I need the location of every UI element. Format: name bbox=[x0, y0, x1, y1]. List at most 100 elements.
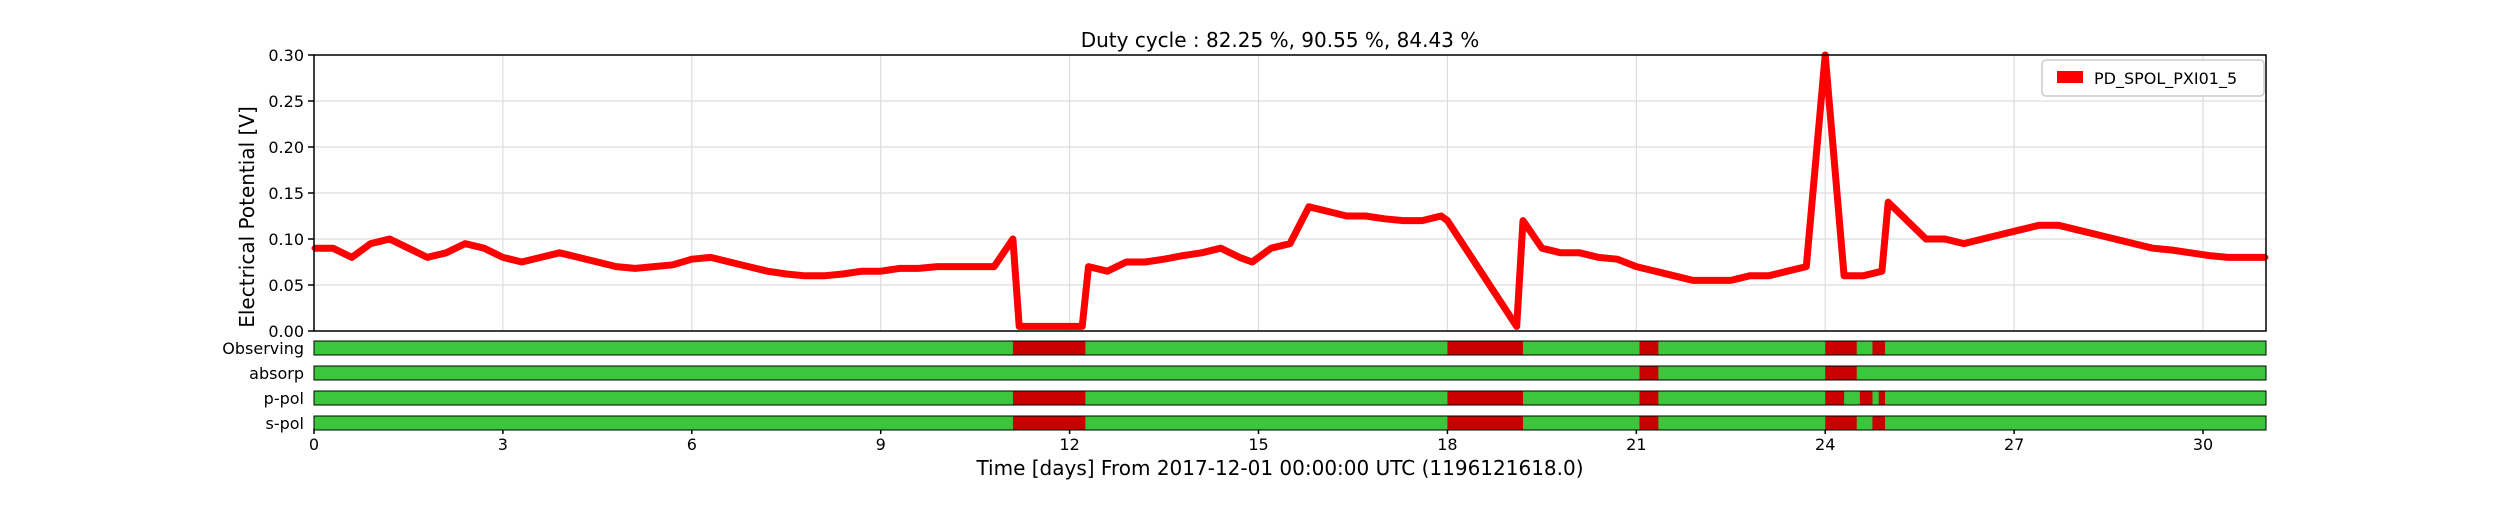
segment-inactive bbox=[1639, 366, 1659, 380]
segment-inactive bbox=[1878, 391, 1886, 405]
data-point bbox=[2036, 222, 2042, 228]
legend-swatch bbox=[2057, 71, 2083, 83]
x-tick-label: 21 bbox=[1626, 435, 1646, 454]
data-point bbox=[1942, 236, 1948, 242]
data-point bbox=[2244, 254, 2250, 260]
data-point bbox=[2112, 236, 2118, 242]
segment-inactive bbox=[1825, 341, 1857, 355]
segment-inactive bbox=[1012, 391, 1086, 405]
data-point bbox=[1980, 236, 1986, 242]
data-point bbox=[1520, 218, 1526, 224]
data-point bbox=[576, 254, 581, 260]
data-point bbox=[953, 264, 959, 270]
data-point bbox=[764, 268, 770, 274]
segment-inactive bbox=[1639, 391, 1659, 405]
data-point bbox=[1614, 256, 1620, 262]
data-point bbox=[1728, 277, 1734, 283]
data-point bbox=[783, 271, 789, 277]
data-point bbox=[1596, 254, 1601, 260]
data-point bbox=[1123, 259, 1129, 265]
data-point bbox=[1344, 213, 1350, 219]
segment-row-active bbox=[314, 416, 2266, 430]
data-point bbox=[934, 264, 940, 270]
data-point bbox=[1161, 256, 1167, 262]
data-point bbox=[1249, 259, 1255, 265]
data-point bbox=[462, 241, 468, 247]
data-point bbox=[1539, 245, 1545, 251]
data-point bbox=[1885, 199, 1891, 205]
segment-inactive bbox=[1639, 416, 1659, 430]
x-tick-label: 15 bbox=[1248, 435, 1268, 454]
segment-row-active bbox=[314, 341, 2266, 355]
data-point bbox=[1709, 277, 1715, 283]
data-point bbox=[2187, 250, 2193, 256]
segment-inactive bbox=[1825, 391, 1845, 405]
data-point bbox=[2225, 254, 2231, 260]
segment-inactive bbox=[1447, 341, 1523, 355]
data-point bbox=[840, 271, 846, 277]
data-point bbox=[1382, 216, 1387, 222]
data-point bbox=[538, 254, 544, 260]
data-point bbox=[613, 264, 619, 270]
tick-labels: 0.00 0.05 0.10 0.15 0.20 0.25 0.30 Observing abs… bbox=[222, 46, 2213, 454]
data-point bbox=[1652, 268, 1658, 274]
legend-box bbox=[2041, 59, 2265, 97]
data-point bbox=[1180, 253, 1186, 259]
x-tick-label: 0 bbox=[309, 435, 319, 454]
data-point bbox=[821, 273, 827, 279]
x-tick-label: 12 bbox=[1059, 435, 1079, 454]
data-point bbox=[1306, 204, 1312, 210]
chart-title: Duty cycle : 82.25 %, 90.55 %, 84.43 % bbox=[1081, 28, 1480, 52]
y-axis-title: Electrical Potential [V] bbox=[235, 106, 259, 328]
legend-label: PD_SPOL_PXI01_5 bbox=[2094, 69, 2237, 89]
data-point bbox=[1086, 264, 1091, 270]
data-point bbox=[1961, 241, 1967, 247]
data-point bbox=[481, 245, 487, 251]
segment-inactive bbox=[1825, 366, 1857, 380]
segment-row-frame bbox=[313, 340, 2267, 356]
x-tick-label: 9 bbox=[876, 435, 886, 454]
data-point bbox=[1237, 254, 1243, 260]
data-point bbox=[1784, 268, 1790, 274]
data-point bbox=[1287, 241, 1293, 247]
segment-inactive bbox=[1639, 341, 1659, 355]
data-point bbox=[2055, 222, 2061, 228]
data-point bbox=[594, 259, 600, 265]
segment-inactive bbox=[1447, 391, 1523, 405]
data-point bbox=[1444, 218, 1450, 224]
data-point bbox=[651, 264, 657, 270]
data-point bbox=[991, 264, 997, 270]
data-point bbox=[557, 250, 563, 256]
segment-inactive bbox=[1012, 416, 1086, 430]
data-point bbox=[1841, 273, 1847, 279]
data-point bbox=[1558, 250, 1564, 256]
segment-row-frame bbox=[313, 415, 2267, 431]
data-point bbox=[1671, 273, 1677, 279]
data-point bbox=[727, 259, 733, 265]
y-tick-label: 0.25 bbox=[268, 92, 304, 111]
data-point bbox=[1766, 273, 1772, 279]
y-tick-label: 0.20 bbox=[268, 138, 304, 157]
data-point bbox=[1904, 218, 1910, 224]
data-point bbox=[406, 245, 411, 251]
data-point bbox=[670, 262, 676, 268]
data-point bbox=[1879, 268, 1885, 274]
segment-row-frame bbox=[313, 390, 2267, 406]
series-layer bbox=[311, 51, 2269, 330]
data-point bbox=[1010, 236, 1016, 242]
data-point bbox=[859, 268, 865, 274]
data-point bbox=[368, 241, 374, 247]
data-point bbox=[1860, 273, 1866, 279]
segment-inactive bbox=[1859, 391, 1873, 405]
segment-inactive bbox=[1872, 341, 1886, 355]
segment-inactive bbox=[1825, 416, 1857, 430]
legend: PD_SPOL_PXI01_5 bbox=[2041, 59, 2265, 97]
data-point bbox=[424, 254, 430, 260]
data-point bbox=[1016, 323, 1022, 329]
data-point bbox=[1268, 245, 1274, 251]
segment-row-label: absorp bbox=[249, 364, 304, 383]
segment-inactive bbox=[1447, 416, 1523, 430]
data-point bbox=[746, 264, 751, 270]
data-point bbox=[349, 254, 355, 260]
data-point bbox=[1079, 323, 1085, 329]
